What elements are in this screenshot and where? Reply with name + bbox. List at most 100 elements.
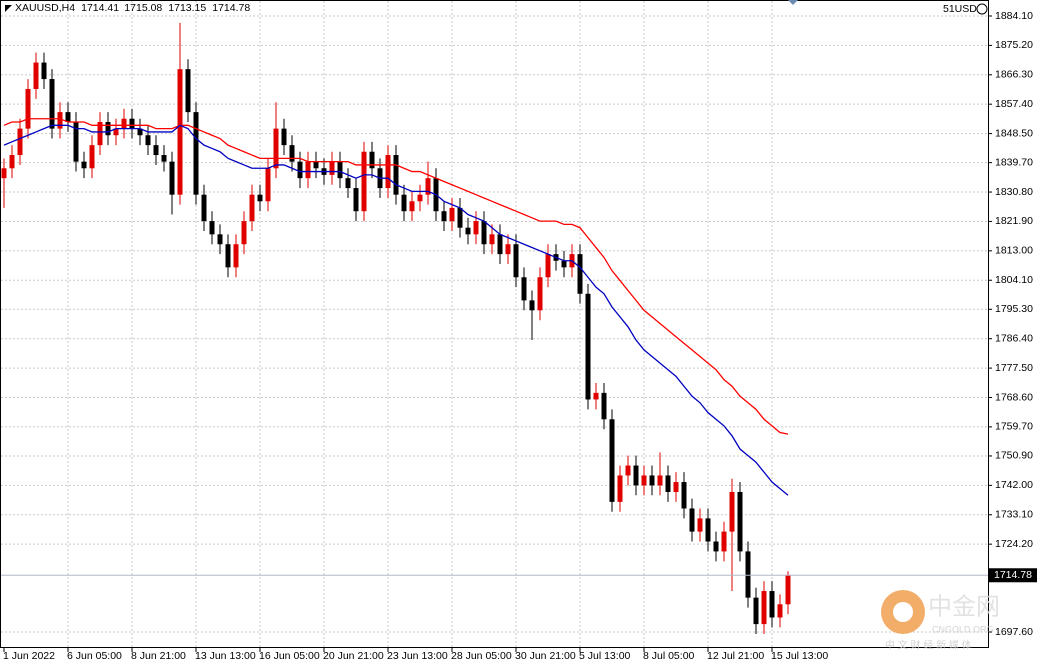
- candle-body: [617, 475, 623, 502]
- candle-body: [193, 112, 199, 195]
- candle-body: [537, 277, 543, 311]
- candle-body: [473, 221, 479, 235]
- candle-body: [201, 194, 207, 222]
- candle-body: [409, 201, 415, 212]
- candle-body: [297, 161, 303, 179]
- y-tick-label: 1884.10: [995, 10, 1033, 22]
- candle-body: [665, 475, 671, 492]
- candle-body: [657, 475, 663, 486]
- y-tick-label: 1777.50: [995, 362, 1033, 374]
- candle-body: [185, 69, 191, 113]
- candle-body: [49, 79, 55, 129]
- candle-body: [441, 211, 447, 222]
- x-tick-label: 6 Jun 05:00: [67, 650, 122, 662]
- candle-body: [753, 597, 759, 625]
- x-tick-label: 5 Jul 13:00: [579, 650, 631, 662]
- candle-body: [513, 244, 519, 278]
- candle-body: [497, 234, 503, 255]
- candle-body: [41, 62, 47, 80]
- candle-body: [529, 300, 535, 311]
- candle-body: [137, 128, 143, 136]
- candle-body: [481, 221, 487, 245]
- candle-body: [761, 591, 767, 625]
- candle-body: [177, 69, 183, 195]
- candle-body: [345, 178, 351, 189]
- y-tick-label: 1759.70: [995, 421, 1033, 433]
- candle-body: [241, 221, 247, 245]
- candle-body: [369, 151, 375, 169]
- account-label: 51USD: [943, 3, 977, 15]
- x-tick-label: 20 Jun 21:00: [323, 650, 384, 662]
- candle-body: [233, 244, 239, 268]
- candle-body: [505, 244, 511, 255]
- y-tick-label: 1750.90: [995, 450, 1033, 462]
- candle-body: [129, 118, 135, 129]
- candle-body: [57, 112, 63, 129]
- candle-body: [161, 155, 167, 162]
- candle-body: [521, 277, 527, 301]
- candle-body: [633, 465, 639, 486]
- x-tick-label: 8 Jun 21:00: [131, 650, 186, 662]
- candle-body: [681, 482, 687, 509]
- y-tick-label: 1795.30: [995, 303, 1033, 315]
- close-icon[interactable]: [976, 3, 988, 15]
- candle-body: [17, 128, 23, 156]
- candle-body: [425, 178, 431, 195]
- candle-body: [489, 234, 495, 245]
- quote-value: 1714.78: [212, 2, 250, 14]
- candle-body: [73, 122, 79, 162]
- header: XAUUSD,H4 1714.41 1715.08 1713.15 1714.78 51…: [5, 0, 988, 15]
- y-tick-label: 1768.60: [995, 391, 1033, 403]
- candle-body: [153, 145, 159, 156]
- x-tick-label: 12 Jul 21:00: [707, 650, 764, 662]
- site: CNGOLD.ORG: [932, 624, 994, 634]
- x-tick-label: 23 Jun 13:00: [387, 650, 448, 662]
- candle-body: [209, 221, 215, 235]
- slogan: 中 文 财 经 新 媒 体: [885, 639, 972, 652]
- candle-body: [169, 161, 175, 195]
- x-tick-label: 30 Jun 21:00: [515, 650, 576, 662]
- candle-body: [601, 392, 607, 420]
- x-tick-label: 8 Jul 05:00: [643, 650, 695, 662]
- moving-average: [3, 118, 789, 435]
- candle-body: [273, 128, 279, 169]
- candle-body: [545, 254, 551, 278]
- candle-body: [113, 128, 119, 136]
- x-tick-label: 13 Jun 13:00: [195, 650, 256, 662]
- candle-body: [641, 475, 647, 486]
- y-tick-label: 1848.50: [995, 127, 1033, 139]
- candle-body: [25, 88, 31, 129]
- menu-icon: [5, 5, 12, 12]
- y-tick-label: 1804.10: [995, 274, 1033, 286]
- y-tick-label: 1830.80: [995, 186, 1033, 198]
- candle-body: [217, 234, 223, 245]
- y-tick-label: 1875.20: [995, 39, 1033, 51]
- candle-body: [249, 194, 255, 222]
- y-tick-label: 1866.30: [995, 69, 1033, 81]
- candle-body: [729, 491, 735, 532]
- candle-body: [689, 508, 695, 532]
- candle-body: [585, 293, 591, 400]
- x-tick-label: 16 Jun 05:00: [259, 650, 320, 662]
- candle-body: [785, 575, 791, 605]
- candle-body: [353, 188, 359, 212]
- brand: 中金网: [928, 593, 1000, 620]
- candle-body: [145, 135, 151, 146]
- candle-body: [609, 419, 615, 502]
- candle-body: [745, 551, 751, 598]
- x-tick-label: 28 Jun 05:00: [451, 650, 512, 662]
- candle-body: [673, 482, 679, 492]
- candle-body: [457, 207, 463, 228]
- watermark: 中金网 CNGOLD.ORG 中 文 财 经 新 媒 体: [881, 590, 1000, 652]
- y-tick-label: 1821.90: [995, 215, 1033, 227]
- candle-body: [705, 518, 711, 542]
- candle-body: [649, 475, 655, 486]
- quote-value: 1714.41: [81, 2, 119, 14]
- x-tick-label: 1 Jun 2022: [3, 650, 55, 662]
- y-tick-label: 1733.10: [995, 509, 1033, 521]
- candle-body: [257, 194, 263, 202]
- current-price-label: 1714.78: [994, 569, 1032, 581]
- candle-body: [65, 112, 71, 123]
- candle-body: [121, 118, 127, 129]
